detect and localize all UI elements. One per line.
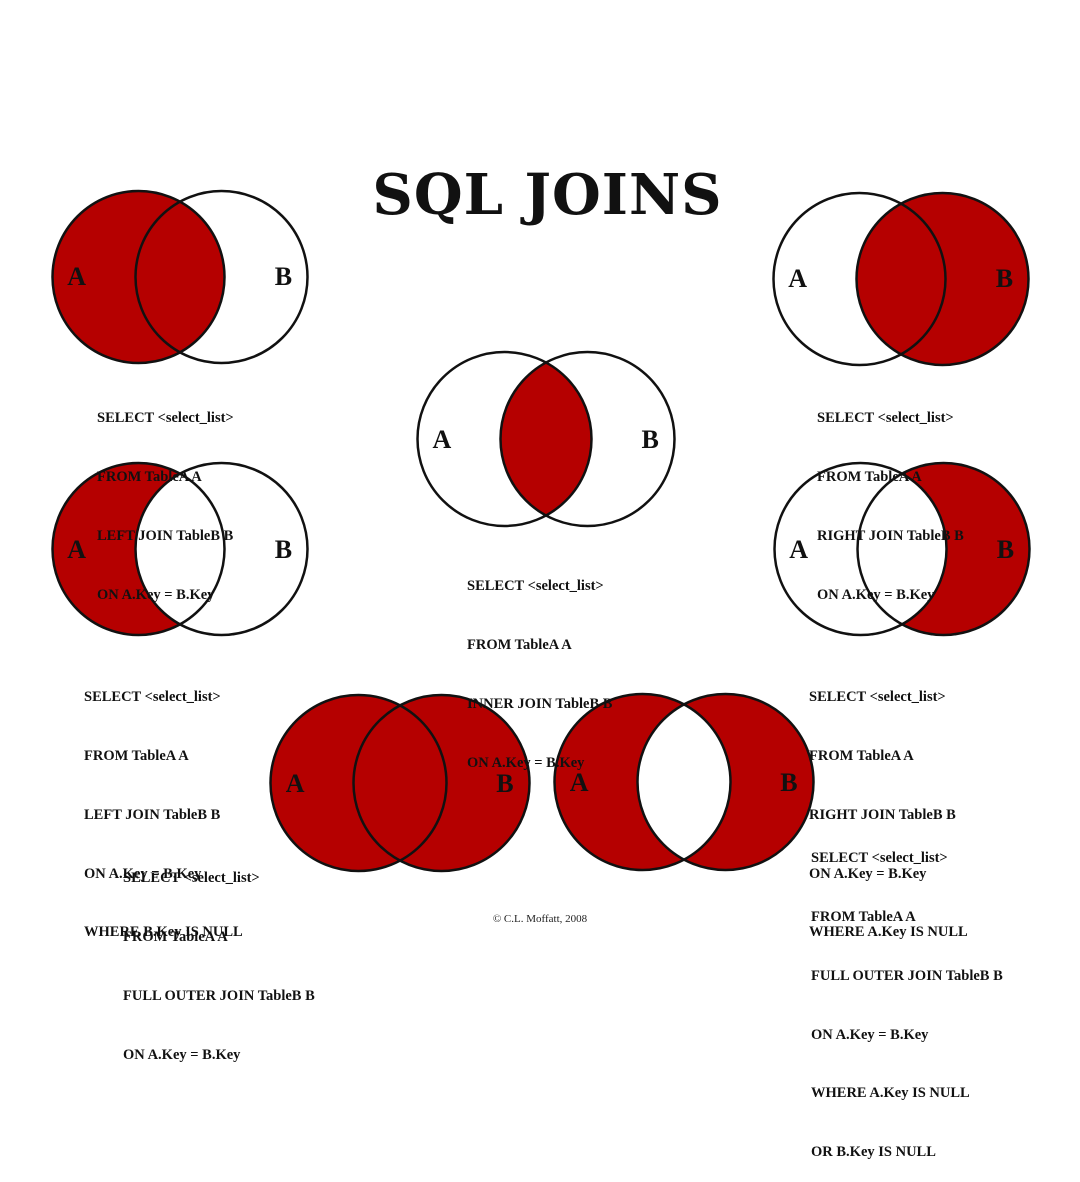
sql-line: LEFT JOIN TableB B [97, 527, 234, 544]
sql-left-join-null: SELECT <select_list> FROM TableA A LEFT … [84, 649, 243, 963]
sql-line: ON A.Key = B.Key [123, 1046, 241, 1063]
sql-line: ON A.Key = B.Key [817, 586, 935, 603]
sql-full-outer-join: SELECT <select_list> FROM TableA A FULL … [123, 830, 315, 1085]
sql-line: SELECT <select_list> [123, 870, 260, 887]
circle-b-fill [856, 193, 1029, 365]
circle-a-outline [51, 189, 226, 365]
page-title: SQL JOINS [372, 162, 723, 228]
label-a: A [788, 264, 807, 293]
circle-a-outline [553, 692, 732, 872]
sql-line: SELECT <select_list> [809, 689, 946, 706]
sql-line: FULL OUTER JOIN TableB B [811, 967, 1003, 984]
label-a: A [432, 425, 451, 454]
intersection-fill [500, 362, 592, 516]
circle-b-outline [352, 693, 531, 873]
label-b: B [997, 535, 1014, 564]
sql-line: WHERE A.Key IS NULL [809, 924, 968, 941]
sql-line: ON A.Key = B.Key [809, 865, 927, 882]
circle-b-outline [134, 189, 309, 365]
label-b: B [275, 535, 292, 564]
sql-line: WHERE A.Key IS NULL [811, 1085, 970, 1102]
sql-line: FROM TableA A [97, 468, 202, 485]
circle-a-fill [52, 191, 225, 363]
sql-line: FROM TableA A [817, 468, 922, 485]
sql-full-outer-join-null: SELECT <select_list> FROM TableA A FULL … [811, 810, 1003, 1182]
circle-a-outline [772, 191, 947, 367]
sql-line: RIGHT JOIN TableB B [817, 527, 964, 544]
sql-line: FROM TableA A [123, 928, 228, 945]
sql-line: SELECT <select_list> [97, 410, 234, 427]
circle-b-outline [499, 350, 676, 528]
sql-line: ON A.Key = B.Key [811, 1026, 929, 1043]
circle-b-outline [856, 461, 1031, 637]
sql-line: SELECT <select_list> [84, 689, 221, 706]
sql-line: RIGHT JOIN TableB B [809, 806, 956, 823]
intersection-blank [857, 473, 947, 625]
label-b: B [996, 264, 1013, 293]
sql-line: WHERE B.Key IS NULL [84, 924, 243, 941]
sql-line: FROM TableA A [811, 908, 916, 925]
circle-b-fill [353, 695, 530, 871]
sql-line: FROM TableA A [809, 747, 914, 764]
sql-line: ON A.Key = B.Key [97, 586, 215, 603]
intersection-blank [637, 704, 731, 860]
circle-b-outline [134, 461, 309, 637]
sql-line: FULL OUTER JOIN TableB B [123, 987, 315, 1004]
sql-inner-join: SELECT <select_list> FROM TableA A INNER… [467, 538, 612, 793]
label-a: A [570, 768, 589, 797]
label-a: A [789, 535, 808, 564]
sql-right-join-null: SELECT <select_list> FROM TableA A RIGHT… [809, 649, 968, 963]
circle-a-outline [51, 461, 226, 637]
circle-b-outline [855, 191, 1030, 367]
label-a: A [67, 535, 86, 564]
sql-line: ON A.Key = B.Key [84, 865, 202, 882]
sql-line: FROM TableA A [84, 747, 189, 764]
label-b: B [275, 262, 292, 291]
label-b: B [496, 769, 513, 798]
sql-line: LEFT JOIN TableB B [84, 806, 221, 823]
sql-line: SELECT <select_list> [817, 410, 954, 427]
circle-a-outline [773, 461, 948, 637]
sql-right-join: SELECT <select_list> FROM TableA A RIGHT… [817, 370, 964, 625]
sql-line: OR B.Key IS NULL [811, 1144, 936, 1161]
label-b: B [641, 425, 658, 454]
label-b: B [780, 768, 797, 797]
sql-line: INNER JOIN TableB B [467, 695, 613, 712]
intersection-blank [135, 473, 225, 625]
circle-a-outline [269, 693, 448, 873]
circle-a-outline [416, 350, 593, 528]
sql-line: SELECT <select_list> [467, 578, 604, 595]
sql-joins-diagram: A B A BA BA B A BA B A B [51, 189, 1031, 873]
sql-line: SELECT <select_list> [811, 850, 948, 867]
sql-line: FROM TableA A [467, 636, 572, 653]
sql-line: ON A.Key = B.Key [467, 754, 585, 771]
copyright-text: © C.L. Moffatt, 2008 [492, 913, 588, 925]
label-a: A [67, 262, 86, 291]
sql-left-join: SELECT <select_list> FROM TableA A LEFT … [97, 370, 234, 625]
label-a: A [286, 769, 305, 798]
circle-b-outline [636, 692, 815, 872]
